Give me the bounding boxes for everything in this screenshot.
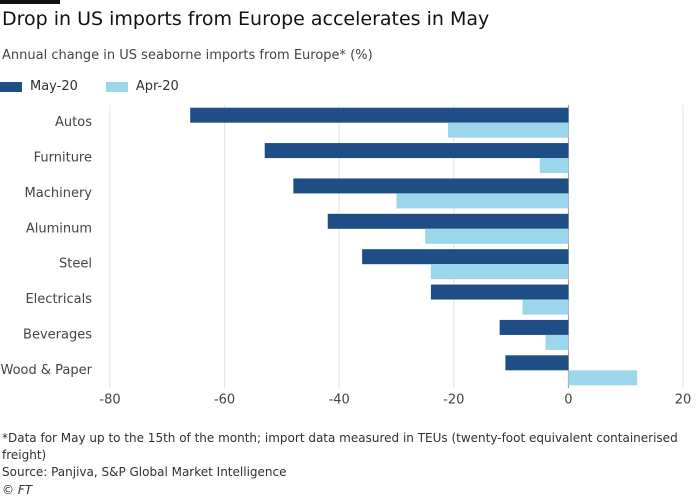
x-tick-label: -60	[214, 393, 235, 408]
bar	[293, 178, 569, 194]
bar	[522, 299, 569, 315]
legend-swatch	[105, 81, 128, 92]
x-tick-label: -20	[443, 393, 464, 408]
chart-subtitle: Annual change in US seaborne imports fro…	[2, 48, 373, 63]
bar	[539, 158, 569, 174]
brand-bar	[0, 0, 60, 4]
y-tick-label: Furniture	[34, 151, 92, 166]
legend-swatch	[0, 81, 22, 92]
x-tick-label: 0	[564, 393, 572, 408]
y-tick-label: Steel	[59, 257, 92, 272]
bar	[430, 284, 569, 300]
bar	[430, 264, 569, 280]
bar	[448, 122, 569, 138]
y-tick-label: Aluminum	[26, 221, 92, 236]
bar	[264, 143, 569, 159]
bar	[396, 193, 569, 209]
legend-label: May-20	[30, 79, 78, 94]
note: *Data for May up to the 15th of the mont…	[2, 431, 678, 462]
y-tick-label: Machinery	[25, 186, 93, 201]
legend-label: Apr-20	[135, 79, 179, 94]
x-tick-label: -80	[99, 393, 120, 408]
bar	[425, 228, 569, 244]
bar	[190, 107, 569, 123]
source: Source: Panjiva, S&P Global Market Intel…	[2, 465, 287, 479]
legend: May-20 Apr-20	[0, 79, 179, 94]
y-tick-label: Wood & Paper	[1, 363, 93, 378]
legend-item: Apr-20	[105, 79, 179, 94]
bar	[499, 319, 569, 335]
credit: © FT	[2, 483, 33, 497]
x-tick-label: -40	[329, 393, 350, 408]
bar	[545, 334, 569, 350]
y-tick-label: Electricals	[25, 292, 92, 307]
bar	[327, 213, 569, 229]
legend-item: May-20	[0, 79, 78, 94]
bar	[505, 355, 569, 371]
x-tick-label: 20	[675, 393, 692, 408]
chart-title: Drop in US imports from Europe accelerat…	[2, 8, 490, 30]
y-tick-label: Beverages	[23, 327, 92, 342]
chart: -80 -60 -40 -20 0 20 Autos Furniture Machinery Al…	[1, 105, 692, 408]
bar	[362, 249, 569, 265]
y-tick-label: Autos	[55, 115, 92, 130]
bar	[568, 370, 638, 386]
